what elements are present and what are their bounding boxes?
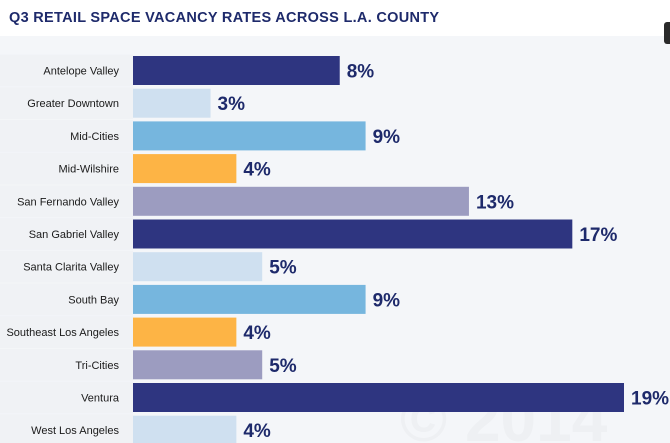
- data-label: 17%: [579, 225, 617, 246]
- bar: [133, 415, 237, 443]
- category-label: Tri-Cities: [75, 360, 119, 372]
- bar: [133, 186, 469, 216]
- category-row-bg: [0, 316, 133, 349]
- category-row-bg: [0, 119, 133, 152]
- bar: [133, 350, 263, 380]
- data-label: 4%: [243, 160, 271, 181]
- data-label: 9%: [373, 127, 401, 148]
- category-label: Santa Clarita Valley: [23, 262, 119, 274]
- category-row-bg: [0, 414, 133, 443]
- data-label: 5%: [269, 356, 297, 377]
- category-row-bg: [0, 283, 133, 316]
- category-row-bg: [0, 54, 133, 87]
- category-label: Ventura: [81, 393, 120, 405]
- corner-mark: [664, 22, 670, 44]
- bar: [133, 88, 211, 118]
- category-row-bg: [0, 218, 133, 250]
- category-label: Mid-Cities: [70, 131, 119, 143]
- data-label: 8%: [347, 62, 375, 83]
- category-label: Antelope Valley: [43, 66, 119, 78]
- bar: [133, 154, 237, 184]
- category-label: West Los Angeles: [31, 425, 119, 437]
- category-row-bg: [0, 152, 133, 185]
- bar: [133, 56, 340, 85]
- data-label: 3%: [218, 94, 246, 115]
- chart-title: Q3 RETAIL SPACE VACANCY RATES ACROSS L.A…: [9, 10, 440, 26]
- category-row-bg: [0, 250, 133, 283]
- bar: [133, 284, 366, 314]
- category-label: Mid-Wilshire: [59, 164, 120, 176]
- category-row-bg: [0, 87, 133, 120]
- data-label: 13%: [476, 192, 514, 213]
- category-label: Southeast Los Angeles: [6, 327, 119, 339]
- category-row-bg: [0, 348, 133, 381]
- data-label: 4%: [243, 421, 271, 442]
- category-row-bg: [0, 185, 133, 218]
- category-label: South Bay: [68, 294, 119, 306]
- data-label: 9%: [373, 290, 401, 311]
- data-label: 5%: [269, 258, 297, 279]
- category-label: San Gabriel Valley: [29, 229, 120, 241]
- data-label: 19%: [631, 389, 669, 410]
- bar: [133, 121, 366, 151]
- data-label: 4%: [243, 323, 271, 344]
- bars-group: 8% 3% 9% 4% 13% 17% 5% 9% 4% 5% 19% 4%: [133, 56, 669, 443]
- category-row-bg: [0, 381, 133, 414]
- bar: [133, 317, 237, 347]
- category-label: Greater Downtown: [27, 98, 119, 110]
- bar: [133, 252, 263, 282]
- category-label-panel: Antelope Valley Greater Downtown Mid-Citie…: [0, 54, 133, 443]
- bar: [133, 219, 573, 249]
- bar: [133, 383, 624, 412]
- category-label: San Fernando Valley: [17, 196, 119, 208]
